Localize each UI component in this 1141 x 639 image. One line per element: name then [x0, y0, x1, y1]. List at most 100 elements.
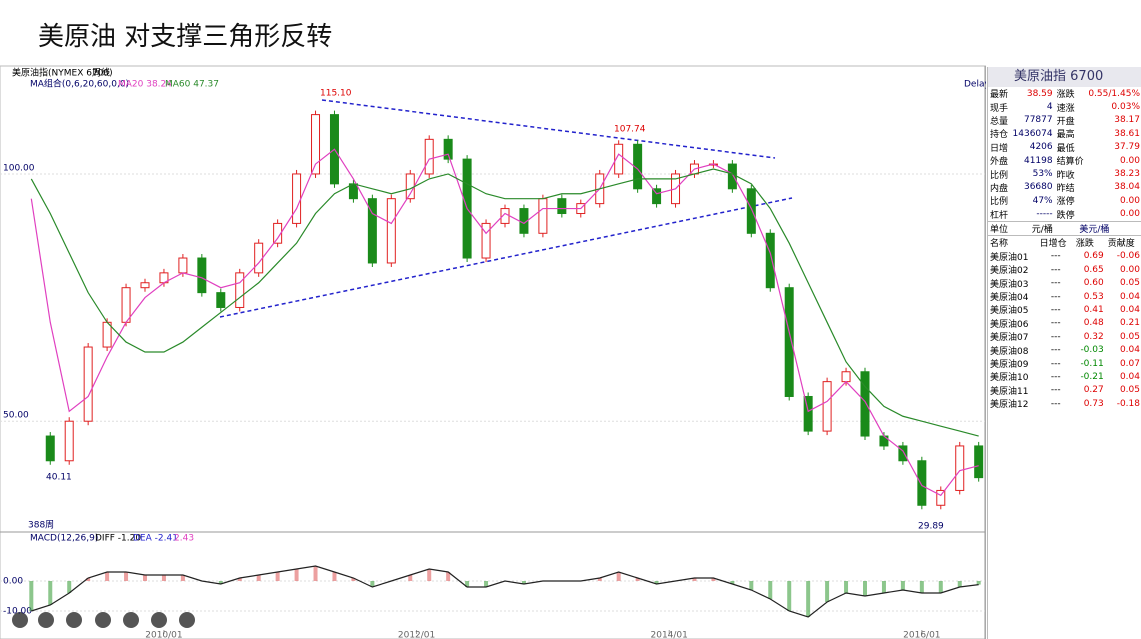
candle — [83, 346, 93, 422]
cell: 美原油07 — [990, 333, 1029, 344]
cell: 0.04 — [1119, 345, 1140, 356]
cell: 0.69 — [1083, 251, 1104, 262]
cell: 0.07 — [1119, 358, 1140, 369]
macd-bar — [67, 581, 72, 593]
macd-bar — [654, 581, 659, 584]
candle — [746, 188, 756, 234]
column-header[interactable]: 贡献度 — [1107, 239, 1135, 250]
quote-value: 4206 — [1029, 142, 1053, 153]
y-tick-label: 0.00 — [3, 577, 23, 587]
unit-row: 单位 元/桶 美元/桶 — [988, 220, 1141, 237]
quote-label: 涨停 — [1056, 197, 1075, 208]
annotation: 29.89 — [918, 522, 944, 532]
candle — [405, 173, 415, 200]
period: 周线 — [92, 67, 110, 79]
macd-bar — [48, 581, 53, 605]
button[interactable] — [95, 612, 111, 628]
button[interactable] — [66, 612, 82, 628]
macd-bar — [919, 581, 924, 593]
macd-bar — [256, 575, 261, 581]
candle — [538, 198, 548, 234]
cell: --- — [1050, 398, 1061, 409]
quote-value: 47% — [1032, 195, 1053, 206]
button[interactable] — [151, 612, 167, 628]
macd-bar — [124, 572, 129, 581]
cell: 0.21 — [1119, 318, 1140, 329]
cell: -0.21 — [1080, 371, 1104, 382]
candle — [386, 198, 396, 264]
macd-bar — [768, 581, 773, 599]
annotation: 107.74 — [614, 125, 646, 135]
title: 美原油 对支撑三角形反转 — [38, 22, 333, 52]
header: 美原油 对支撑三角形反转 — [0, 0, 1141, 64]
macd-bar — [900, 581, 905, 590]
cell: --- — [1050, 264, 1061, 275]
quotes: 最新 38.59 涨跌 0.55/1.45% 现手 4 速涨 0.03% 总量 77877 开盘 38… — [988, 87, 1141, 221]
macd-bar — [692, 578, 697, 581]
candle — [803, 395, 813, 432]
macd-label: 2.43 — [174, 534, 194, 544]
cell: --- — [1050, 345, 1061, 356]
cell: 美原油05 — [990, 306, 1029, 317]
code: 6700 — [1070, 69, 1104, 84]
macd-header: MACD(12,26,9) — [30, 534, 98, 544]
delay: Delay — [964, 80, 986, 90]
y-tick-label: -10.00 — [3, 607, 32, 617]
quote-label: 总量 — [990, 116, 1009, 127]
cell: 美原油06 — [990, 319, 1029, 330]
cell: -0.06 — [1116, 251, 1140, 262]
candle — [140, 282, 150, 289]
quote-label: 速涨 — [1056, 103, 1075, 114]
diff-line — [31, 565, 979, 618]
quote-label: 开盘 — [1056, 116, 1075, 127]
button[interactable] — [123, 612, 139, 628]
cell: --- — [1050, 318, 1061, 329]
unit[interactable]: 美元/桶 — [1079, 225, 1110, 236]
cell: 美原油11 — [990, 386, 1029, 397]
candle — [64, 420, 74, 462]
candle — [841, 371, 851, 383]
cell: 0.05 — [1119, 278, 1140, 289]
macd-bar — [787, 581, 792, 611]
cell: 美原油04 — [990, 293, 1029, 304]
cell: 美原油02 — [990, 266, 1029, 277]
candle — [898, 445, 908, 462]
macd-bar — [730, 581, 735, 584]
column-header[interactable]: 名称 — [990, 239, 1009, 250]
column-header[interactable]: 日增仓 — [1039, 239, 1067, 250]
cell: --- — [1050, 371, 1061, 382]
chart: 美原油指(NYMEX 6700) 周线 MA组合(0,6,20,60,0,0) … — [0, 65, 986, 639]
annotation: 40.11 — [46, 473, 72, 483]
candle — [765, 232, 775, 289]
quote-value: 0.00 — [1119, 195, 1140, 206]
column-header[interactable]: 涨跌 — [1075, 239, 1094, 250]
candle — [178, 257, 188, 274]
cell: 0.04 — [1119, 304, 1140, 315]
macd-bar — [957, 581, 962, 587]
candle — [311, 114, 321, 175]
cell: -0.11 — [1080, 358, 1104, 369]
cell: 0.48 — [1083, 318, 1104, 329]
chart-frame — [0, 65, 986, 639]
quote-label: 比例 — [990, 197, 1009, 208]
quote-value: 41198 — [1023, 155, 1053, 166]
macd-bar — [332, 572, 337, 581]
quote-value: 38.04 — [1114, 182, 1140, 193]
y-tick-label: 100.00 — [3, 163, 35, 173]
cell: 美原油09 — [990, 360, 1029, 370]
diff-label: DIFF -1.20 — [95, 534, 141, 544]
button[interactable] — [12, 612, 28, 628]
quote-label: 日增 — [990, 143, 1009, 154]
macd-bar — [711, 578, 716, 581]
ma20-label: MA20 38.24 — [118, 80, 172, 90]
candle — [235, 272, 245, 308]
cell: --- — [1050, 358, 1061, 369]
button[interactable] — [179, 612, 195, 628]
candle — [784, 287, 794, 397]
ma60-label: MA60 47.37 — [165, 80, 219, 90]
button[interactable] — [38, 612, 54, 628]
bars-count: 388周 — [28, 520, 54, 531]
cell: 美原油12 — [990, 400, 1029, 411]
quote-label: 最低 — [1056, 143, 1075, 154]
